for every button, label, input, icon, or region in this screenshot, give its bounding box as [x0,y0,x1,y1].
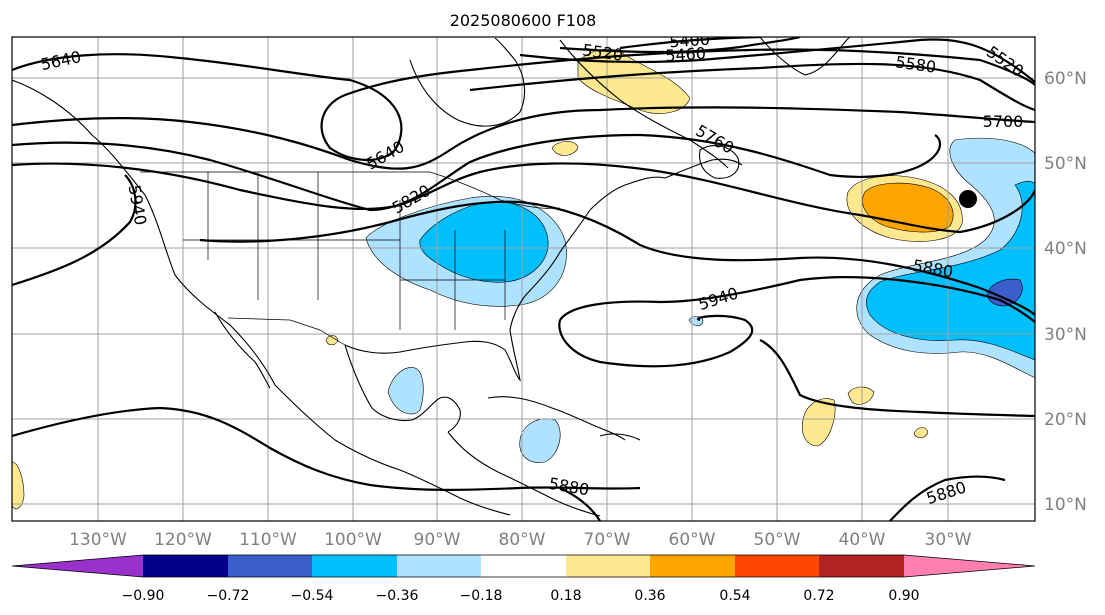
anomaly-hudson-small [551,141,579,156]
lon-label-80w: 80°W [499,530,546,550]
gulf-of-mexico-coast [344,209,591,382]
anomaly-subtropical-3 [913,427,929,439]
anomaly-caribbean [519,418,561,463]
colorbar-extend-max [904,555,1035,577]
lon-label-90w: 90°W [414,530,461,550]
contour-5640 [12,48,1035,162]
state-lines-east [399,200,506,330]
colorbar-tick-1: −0.90 [122,588,165,604]
lon-label-60w: 60°W [669,530,716,550]
lon-label-110w: 110°W [239,530,297,550]
colorbar-segment-3 [312,555,397,577]
newfoundland [698,145,740,179]
lat-label-60n: 60°N [1044,69,1087,89]
map-title: 2025080600 F108 [450,11,597,30]
map-area: 5640 5400 5460 5520 5580 5520 5700 5640 … [12,30,1035,521]
contour-5940 [12,174,1035,323]
contour-label-5400: 5400 [669,30,711,52]
colorbar-segment-5 [481,555,566,577]
contour-5460 [559,37,801,54]
colorbar-tick-2: −0.72 [207,588,250,604]
lat-label-50n: 50°N [1044,154,1087,174]
us-canada-border [140,171,561,209]
colorbar-segment-1 [143,555,228,577]
colorbar-segment-8 [735,555,819,577]
anomaly-midwest-mid [419,201,549,283]
anomaly-mexico-dot [325,335,339,346]
anomaly-pacific-sw [12,461,25,510]
hispaniola [599,433,641,441]
colorbar-tick-10: 0.90 [888,588,919,604]
colorbar-segment-6 [566,555,650,577]
colorbar-tick-4: −0.36 [376,588,419,604]
graticule [12,37,1035,521]
colorbar-segment-2 [228,555,312,577]
lat-label-30n: 30°N [1044,325,1087,345]
contour-5880-se2 [889,475,1006,521]
lon-label-30w: 30°W [925,530,972,550]
coastlines [12,37,851,517]
lon-label-70w: 70°W [584,530,631,550]
lon-label-120w: 120°W [154,530,212,550]
colorbar-tick-9: 0.72 [803,588,834,604]
anomaly-east-atlantic-mid [866,181,1035,361]
colorbar-outline [11,554,1036,578]
east-coast [589,158,743,211]
colorbar-tick-6: 0.18 [550,588,581,604]
lon-label-40w: 40°W [839,530,886,550]
contour-5760 [12,133,942,212]
contour-5700 [12,106,1035,170]
contour-5880-sw [559,487,601,521]
colorbar-segment-4 [397,555,481,577]
map-frame [11,36,1036,522]
lon-label-100w: 100°W [324,530,382,550]
anomaly-subtropical-2 [847,386,875,405]
contour-5820 [12,162,1035,234]
colorbar-tick-7: 0.36 [634,588,665,604]
anomaly-shading [12,48,1035,510]
colorbar-tick-3: −0.54 [291,588,334,604]
us-mexico-border [227,317,346,346]
colorbar-tick-5: −0.18 [460,588,503,604]
contour-5580 [469,62,1035,112]
baja-peninsula [214,311,271,389]
contour-5880-south [12,406,641,491]
colorbar: −0.90 −0.72 −0.54 −0.36 −0.18 0.18 0.36 … [11,554,1036,604]
contour-label-5460: 5460 [665,44,707,66]
contour-5880-se [759,339,1035,418]
anomaly-gulf [387,367,424,415]
lon-label-50w: 50°W [754,530,801,550]
lat-label-10n: 10°N [1044,495,1087,515]
contour-5880-north [199,200,1035,316]
yucatan-coast [344,344,461,433]
central-america [447,431,601,517]
lon-label-130w: 130°W [69,530,127,550]
contour-label-5700: 5700 [983,112,1024,131]
low-center-marker [959,190,977,208]
lat-label-40n: 40°N [1044,239,1087,259]
lat-label-20n: 20°N [1044,410,1087,430]
colorbar-extend-min [12,555,143,577]
height-contours [12,37,1035,521]
contour-5940-high [558,314,754,368]
colorbar-segment-9 [819,555,904,577]
latitude-labels: 60°N 50°N 40°N 30°N 20°N 10°N [1044,69,1087,515]
contour-5520 [519,38,1035,83]
labrador-coast [559,39,729,169]
colorbar-tick-8: 0.54 [719,588,750,604]
north-america-west-coast [12,79,511,516]
colorbar-segment-7 [650,555,735,577]
longitude-labels: 130°W 120°W 110°W 100°W 90°W 80°W 70°W 6… [69,530,972,550]
hudson-bay [409,37,526,127]
anomaly-subtropical-1 [801,398,836,447]
